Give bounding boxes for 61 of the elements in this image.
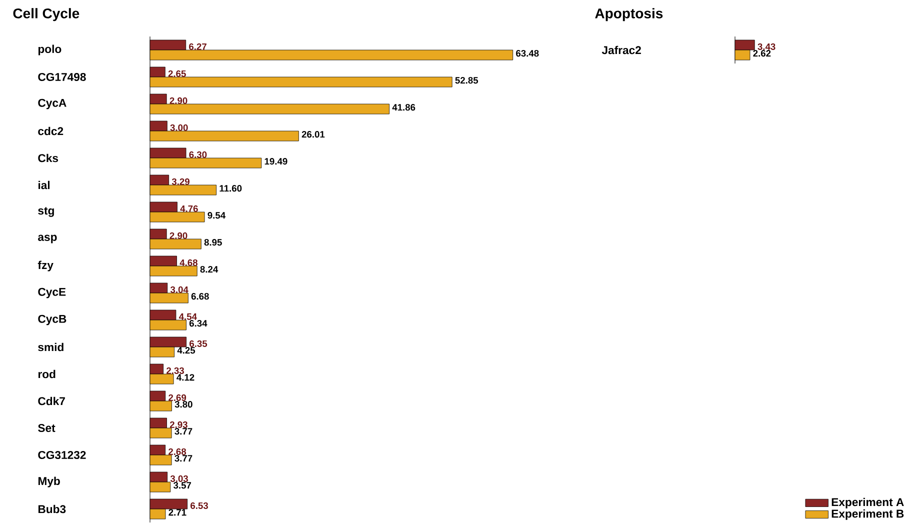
- data-label: 26.01: [302, 131, 325, 138]
- data-label: 9.54: [208, 212, 226, 219]
- data-label: 6.35: [190, 340, 208, 347]
- y-tick-label: Set: [38, 424, 56, 432]
- data-label: 41.86: [392, 104, 416, 111]
- data-label: 3.00: [170, 124, 188, 131]
- data-label: 2.90: [170, 232, 188, 239]
- y-tick-label: Cks: [38, 154, 58, 162]
- data-label: 4.54: [178, 313, 197, 320]
- data-label: 6.34: [189, 320, 208, 327]
- y-tick-label: polo: [38, 44, 62, 56]
- data-label: 19.49: [264, 158, 288, 165]
- data-label: 2.90: [170, 97, 188, 104]
- y-tick-label: cdc2: [38, 126, 64, 136]
- data-label: 6.27: [189, 43, 206, 50]
- y-tick-label: Bub3: [38, 504, 66, 514]
- y-tick-label: fzy: [38, 260, 54, 272]
- data-label: 63.48: [516, 50, 539, 57]
- data-label: 52.85: [455, 77, 478, 84]
- data-label: 3.57: [173, 482, 192, 489]
- data-label: 3.03: [170, 475, 188, 482]
- y-tick-label: CycB: [38, 314, 66, 326]
- chart-title: Apoptosis: [595, 8, 663, 22]
- data-label: 4.76: [180, 205, 198, 212]
- data-label: 2.69: [168, 394, 186, 401]
- data-label: 4.12: [176, 374, 194, 381]
- data-label: 6.53: [190, 502, 208, 509]
- data-label: 3.29: [172, 178, 190, 185]
- legend-label: Experiment B: [832, 509, 904, 520]
- data-label: 8.95: [204, 239, 222, 246]
- data-label: 3.77: [174, 428, 192, 435]
- data-label: 4.68: [180, 259, 198, 266]
- y-tick-label: CycA: [38, 98, 66, 110]
- y-tick-label: smid: [38, 342, 64, 352]
- data-label: 6.30: [189, 151, 207, 158]
- data-label: 2.68: [168, 448, 186, 455]
- y-tick-label: Myb: [38, 476, 60, 488]
- data-label: 3.80: [174, 401, 192, 408]
- data-label: 2.33: [166, 367, 184, 374]
- data-label: 6.68: [191, 293, 209, 300]
- y-tick-label: Jafrac2: [602, 46, 641, 54]
- y-tick-label: CG31232: [38, 451, 86, 460]
- y-tick-label: ial: [38, 180, 50, 190]
- data-label: 4.25: [177, 347, 196, 354]
- y-tick-label: CG17498: [38, 73, 86, 82]
- data-label: 2.62: [753, 50, 771, 57]
- legend-label: Experiment A: [832, 498, 904, 508]
- y-tick-label: asp: [38, 234, 57, 244]
- y-tick-label: Cdk7: [38, 396, 65, 406]
- data-label: 8.24: [200, 266, 218, 273]
- data-label: 3.04: [170, 286, 188, 293]
- data-label: 11.60: [220, 185, 242, 192]
- data-label: 2.71: [168, 509, 186, 516]
- data-label: 3.77: [174, 455, 192, 462]
- y-tick-label: rod: [38, 370, 56, 378]
- data-label: 3.43: [758, 43, 776, 50]
- data-label: 2.65: [168, 70, 186, 77]
- chart-title: Cell Cycle: [13, 8, 80, 22]
- y-tick-label: CycE: [38, 288, 66, 298]
- y-tick-label: stg: [38, 207, 54, 217]
- data-label: 2.93: [170, 421, 188, 428]
